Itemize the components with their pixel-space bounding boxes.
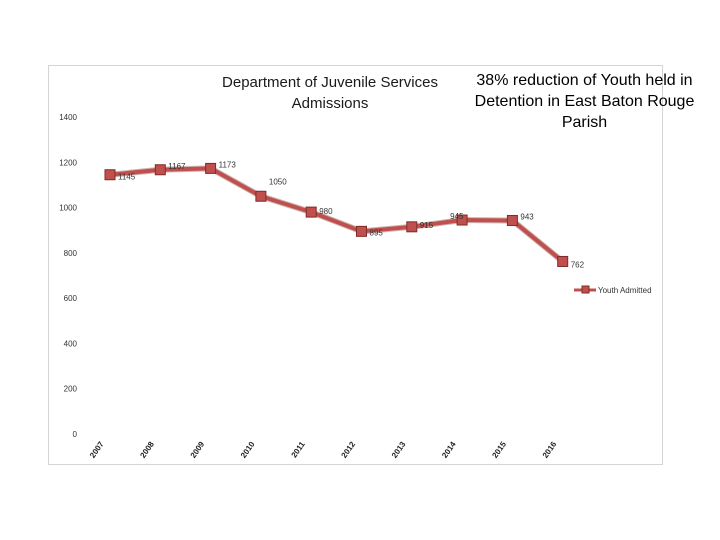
x-tick-label: 2015 bbox=[490, 440, 508, 460]
legend: Youth Admitted bbox=[574, 285, 652, 295]
y-tick-label: 800 bbox=[64, 249, 78, 258]
data-label: 1167 bbox=[168, 162, 186, 171]
series-line-shadow bbox=[109, 165, 565, 264]
data-label: 980 bbox=[319, 207, 333, 216]
x-tick-label: 2014 bbox=[440, 440, 458, 460]
data-point bbox=[255, 190, 267, 202]
data-point bbox=[506, 214, 518, 226]
y-tick-label: 600 bbox=[64, 294, 78, 303]
data-label: 943 bbox=[520, 212, 534, 221]
data-point bbox=[557, 255, 569, 267]
y-tick-label: 1400 bbox=[59, 113, 77, 122]
data-point bbox=[154, 164, 166, 176]
data-point bbox=[456, 214, 468, 226]
data-label: 1145 bbox=[118, 173, 136, 182]
legend-label: Youth Admitted bbox=[598, 286, 652, 295]
y-tick-label: 0 bbox=[73, 430, 78, 439]
data-labels: 1145 1167 1173 1050 980 895 915 945 943 762 bbox=[118, 160, 585, 269]
x-axis-ticks: 2007 2008 2009 2010 2011 2012 2013 2014 2015 2016 bbox=[88, 440, 559, 460]
data-point bbox=[305, 206, 317, 218]
x-tick-label: 2008 bbox=[138, 440, 156, 460]
series-line bbox=[109, 166, 564, 264]
y-tick-label: 1000 bbox=[59, 204, 77, 213]
chart-title: Department of Juvenile Services Admissio… bbox=[222, 74, 438, 112]
x-tick-label: 2016 bbox=[541, 440, 559, 460]
y-tick-label: 1200 bbox=[59, 158, 77, 167]
data-label: 915 bbox=[420, 221, 434, 230]
data-label: 945 bbox=[450, 212, 464, 221]
series-youth-admitted bbox=[104, 162, 569, 267]
x-tick-label: 2013 bbox=[390, 440, 408, 460]
reduction-annotation: 38% reduction of Youth held in Detention… bbox=[474, 72, 695, 131]
x-tick-label: 2010 bbox=[239, 440, 257, 460]
x-tick-label: 2011 bbox=[290, 440, 308, 460]
legend-marker bbox=[581, 285, 590, 294]
data-point bbox=[205, 162, 217, 174]
data-point bbox=[104, 169, 116, 181]
y-tick-label: 400 bbox=[64, 339, 78, 348]
data-label: 895 bbox=[370, 228, 384, 237]
data-label: 1173 bbox=[219, 160, 237, 169]
data-label: 762 bbox=[571, 260, 585, 269]
data-point bbox=[406, 221, 418, 233]
x-tick-label: 2012 bbox=[340, 440, 358, 460]
y-tick-label: 200 bbox=[64, 385, 78, 394]
x-tick-label: 2007 bbox=[88, 440, 106, 460]
data-label: 1050 bbox=[269, 177, 287, 186]
y-axis-ticks: 0 200 400 600 800 1000 1200 1400 bbox=[59, 113, 77, 439]
data-point bbox=[356, 225, 367, 237]
x-tick-label: 2009 bbox=[189, 440, 207, 460]
